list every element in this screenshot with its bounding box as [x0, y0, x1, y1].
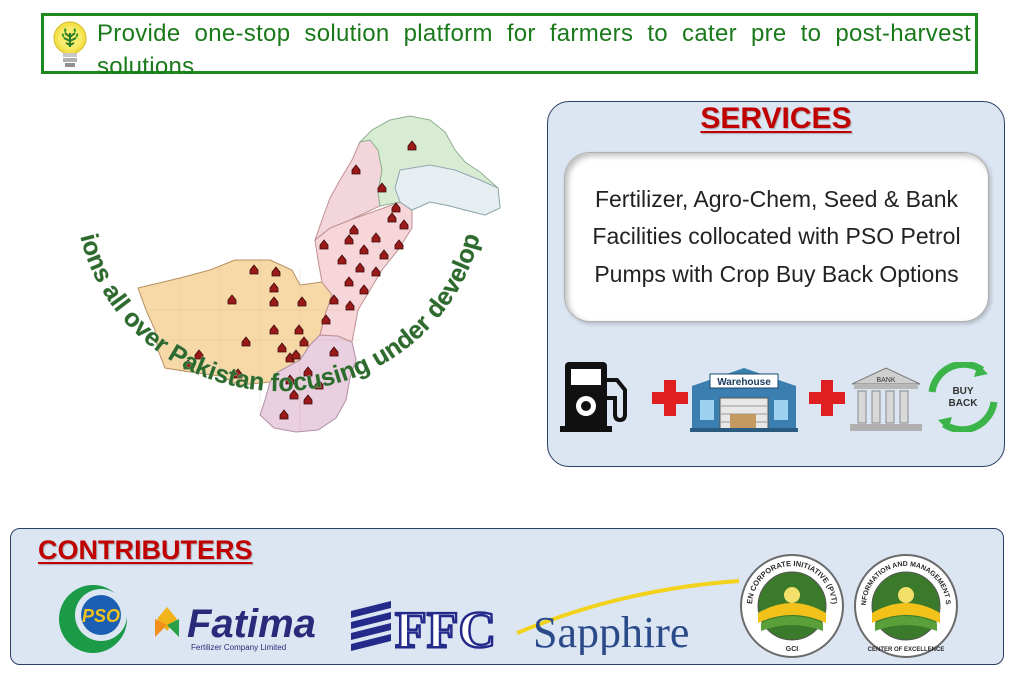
- svg-text:BANK: BANK: [876, 377, 895, 384]
- fatima-logo: Fatima Fertilizer Company Limited: [155, 602, 316, 652]
- svg-text:Sapphire: Sapphire: [533, 608, 689, 655]
- mission-banner: Provide one-stop solution platform for f…: [41, 13, 978, 80]
- lightbulb-icon: [53, 21, 87, 67]
- map-region-kashmir: [394, 164, 501, 216]
- map-region-sindh: [259, 334, 357, 433]
- services-icons-row: Warehouse BANK: [560, 362, 998, 432]
- services-title: SERVICES: [700, 102, 852, 135]
- svg-text:FFC: FFC: [395, 602, 496, 653]
- services-description-box: Fertilizer, Agro-Chem, Seed & Bank Facil…: [564, 152, 989, 322]
- svg-text:PSO: PSO: [82, 606, 120, 626]
- svg-text:Warehouse: Warehouse: [717, 377, 771, 388]
- contributors-panel: CONTRIBUTERS PSO Fatima Fertilizer Compa…: [10, 528, 1004, 665]
- svg-text:BUY: BUY: [952, 386, 973, 397]
- warehouse-icon: Warehouse: [690, 368, 798, 432]
- location-markers: [183, 140, 417, 420]
- sapphire-logo: Sapphire: [516, 579, 740, 655]
- buy-back-icon: BUY BACK: [928, 362, 998, 432]
- plus-icon: [809, 380, 845, 416]
- svg-text:GCI: GCI: [786, 646, 799, 653]
- svg-text:BACK: BACK: [949, 398, 979, 409]
- fuel-pump-icon: [560, 362, 627, 432]
- bank-icon: BANK: [850, 367, 922, 431]
- ffc-logo: FFC: [351, 601, 497, 653]
- svg-text:Fatima: Fatima: [187, 602, 316, 646]
- gci-seal-logo: GREEN CORPORATE INITIATIVE (PVT) LTD GCI: [739, 553, 844, 658]
- mission-text: Provide one-stop solution platform for f…: [97, 20, 971, 80]
- svg-text:CENTER OF EXCELLENCE: CENTER OF EXCELLENCE: [868, 647, 945, 653]
- pso-logo: PSO: [59, 585, 127, 653]
- services-panel: SERVICES Fertilizer, Agro-Chem, Seed & B…: [547, 101, 1005, 467]
- plus-icon: [652, 380, 688, 416]
- contributors-title: CONTRIBUTERS: [38, 535, 253, 565]
- pakistan-locations-map: 50 Locations all over Pakistan focusing …: [60, 110, 501, 433]
- svg-text:Fertilizer Company Limited: Fertilizer Company Limited: [191, 643, 286, 652]
- services-description: Fertilizer, Agro-Chem, Seed & Bank Facil…: [592, 185, 961, 287]
